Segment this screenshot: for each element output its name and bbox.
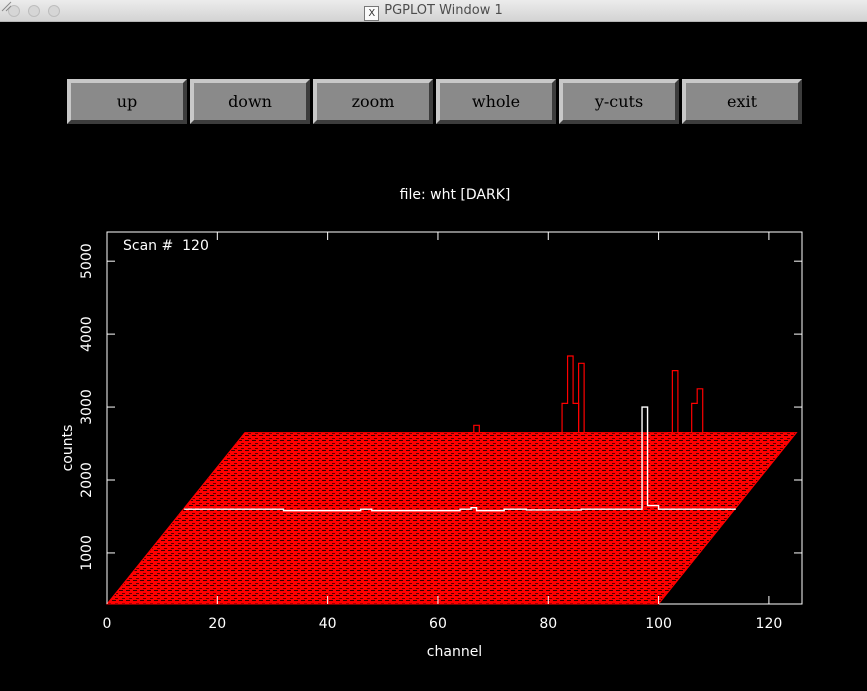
x-tick-label: 40 xyxy=(319,616,337,632)
y-tick-label: 1000 xyxy=(79,535,95,571)
x-tick-label: 0 xyxy=(103,616,112,632)
scan-number: 120 xyxy=(182,238,209,254)
y-tick-label: 4000 xyxy=(79,316,95,352)
y-tick-label: 3000 xyxy=(79,389,95,425)
x-tick-label: 80 xyxy=(539,616,557,632)
y-tick-label: 5000 xyxy=(79,243,95,279)
x11-icon: X xyxy=(364,6,380,21)
minimize-window-button[interactable] xyxy=(28,5,40,17)
zoom-window-button[interactable] xyxy=(48,5,60,17)
x-tick-label: 60 xyxy=(429,616,447,632)
peak-0 xyxy=(468,424,485,434)
peak-1 xyxy=(556,355,585,434)
window-title: X PGPLOT Window 1 xyxy=(0,3,867,21)
x-tick-label: 100 xyxy=(645,616,672,632)
x-tick-label: 120 xyxy=(756,616,783,632)
resize-grip-icon[interactable] xyxy=(0,0,12,12)
close-window-button[interactable] xyxy=(8,5,20,17)
exit-button[interactable]: exit xyxy=(682,79,802,124)
whole-button[interactable]: whole xyxy=(436,79,556,124)
up-button[interactable]: up xyxy=(67,79,187,124)
scan-label: Scan # 120 xyxy=(123,238,209,254)
window-titlebar[interactable]: X PGPLOT Window 1 xyxy=(0,0,867,22)
y-axis-label: counts xyxy=(60,425,76,472)
y-cuts-button[interactable]: y-cuts xyxy=(559,79,679,124)
scan-trace-line xyxy=(184,406,736,512)
x-tick-label: 20 xyxy=(208,616,226,632)
peak-3 xyxy=(666,369,684,434)
scan-label-text: Scan # xyxy=(123,238,174,254)
peak-4 xyxy=(686,388,709,434)
zoom-button[interactable]: zoom xyxy=(313,79,433,124)
file-label: file: wht [DARK] xyxy=(399,187,511,203)
window-title-text: PGPLOT Window 1 xyxy=(384,3,503,18)
scan-stack xyxy=(105,432,798,605)
down-button[interactable]: down xyxy=(190,79,310,124)
y-tick-label: 2000 xyxy=(79,462,95,498)
x-axis-label: channel xyxy=(427,644,482,660)
peak-2 xyxy=(573,362,590,434)
